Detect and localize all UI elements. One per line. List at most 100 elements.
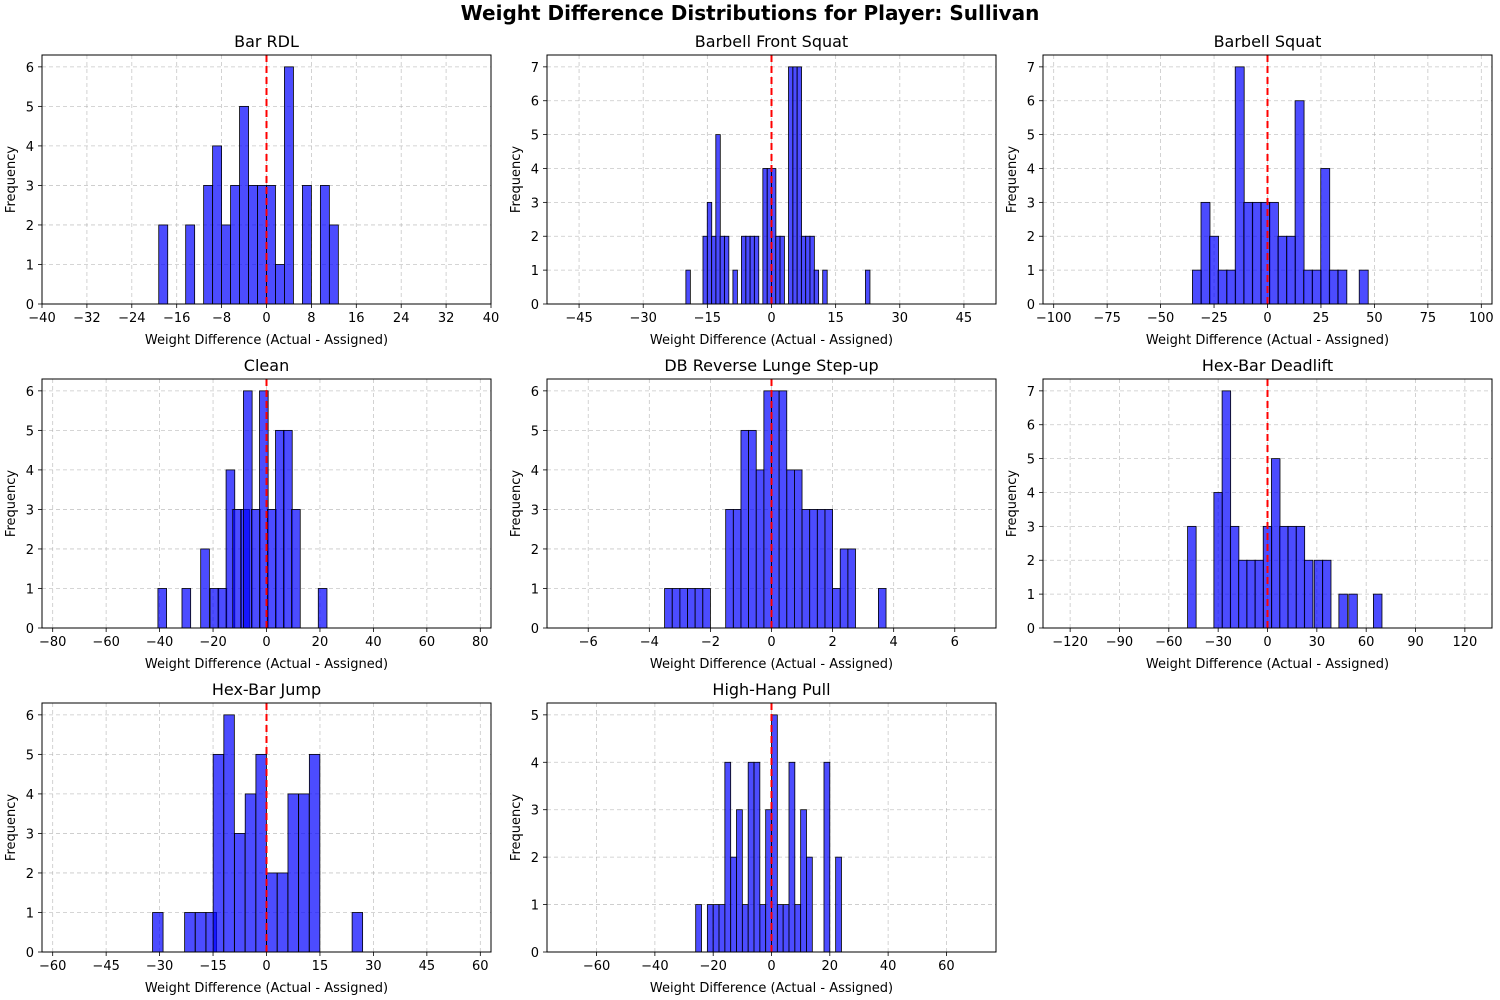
y-tick-label: 0 xyxy=(26,622,34,637)
histogram-bar xyxy=(748,429,757,629)
y-tick-label: 3 xyxy=(26,827,34,842)
y-tick-label: 3 xyxy=(1027,196,1035,211)
histogram-bar xyxy=(1269,201,1279,305)
histogram-bar xyxy=(753,235,760,305)
histogram-bar xyxy=(715,134,721,305)
x-tick-label: 0 xyxy=(262,311,270,326)
x-tick-label: −15 xyxy=(199,959,226,974)
histogram-bar xyxy=(194,912,207,953)
histogram-bar xyxy=(732,509,742,629)
histogram-bar xyxy=(835,856,842,953)
histogram-bar xyxy=(712,904,720,953)
x-tick-label: 0 xyxy=(767,635,775,650)
x-tick-label: 40 xyxy=(365,635,382,650)
x-tick-label: −60 xyxy=(583,959,610,974)
histogram-bar xyxy=(230,185,240,305)
histogram-bar xyxy=(801,509,811,629)
x-tick-label: 4 xyxy=(890,635,898,650)
histogram-bar xyxy=(1303,269,1314,305)
x-tick-label: −90 xyxy=(1106,635,1133,650)
x-tick-label: 6 xyxy=(951,635,959,650)
histogram-bar xyxy=(776,904,784,953)
x-tick-label: −75 xyxy=(1093,311,1120,326)
histogram-bar xyxy=(184,912,196,953)
x-tick-label: 60 xyxy=(938,959,955,974)
histogram-bar xyxy=(223,714,235,953)
x-tick-label: −40 xyxy=(28,311,55,326)
x-axis-label: Weight Difference (Actual - Assigned) xyxy=(145,657,388,672)
x-tick-label: −8 xyxy=(212,311,231,326)
x-tick-label: 120 xyxy=(1452,635,1477,650)
histogram-bar xyxy=(351,912,364,953)
y-tick-label: 3 xyxy=(531,196,539,211)
histogram-bar xyxy=(779,235,785,305)
panel-title: DB Reverse Lunge Step-up xyxy=(664,356,878,375)
histogram-bar xyxy=(1246,559,1256,629)
x-axis-label: Weight Difference (Actual - Assigned) xyxy=(650,333,893,348)
x-tick-label: 100 xyxy=(1469,311,1494,326)
histogram-bar xyxy=(1200,201,1211,305)
x-tick-label: −80 xyxy=(39,635,66,650)
x-tick-label: −24 xyxy=(118,311,145,326)
histogram-bar xyxy=(664,588,673,629)
x-tick-label: 20 xyxy=(312,635,329,650)
y-tick-label: 3 xyxy=(531,804,539,819)
histogram-bar xyxy=(239,105,249,305)
histogram-bar xyxy=(158,224,169,305)
x-tick-label: −20 xyxy=(699,959,726,974)
histogram-bar xyxy=(711,235,717,305)
x-tick-label: −45 xyxy=(565,311,592,326)
x-tick-label: 0 xyxy=(767,959,775,974)
histogram-bar xyxy=(1294,100,1305,305)
histogram-bar xyxy=(1338,593,1348,629)
histogram-bar xyxy=(276,872,289,953)
y-tick-label: 4 xyxy=(26,464,34,479)
x-tick-label: −40 xyxy=(146,635,173,650)
histogram-bar xyxy=(203,185,214,305)
histogram-bar xyxy=(1229,525,1240,629)
x-tick-label: 45 xyxy=(419,959,436,974)
histogram-bar xyxy=(1295,525,1306,629)
x-tick-label: −6 xyxy=(579,635,598,650)
histogram-bar xyxy=(706,201,713,305)
y-tick-label: 2 xyxy=(1027,554,1035,569)
x-tick-label: 2 xyxy=(828,635,836,650)
y-tick-label: 1 xyxy=(26,258,34,273)
y-tick-label: 2 xyxy=(26,543,34,558)
y-tick-label: 3 xyxy=(26,503,34,518)
y-tick-label: 4 xyxy=(531,756,539,771)
histogram-bar xyxy=(685,269,691,305)
histogram-bar xyxy=(1373,593,1383,629)
y-tick-label: 6 xyxy=(26,61,34,76)
histogram-bar xyxy=(718,904,726,953)
histogram-bar xyxy=(745,235,751,305)
histogram-bar xyxy=(1277,235,1288,305)
y-tick-label: 3 xyxy=(26,179,34,194)
panel-title: Clean xyxy=(244,356,289,375)
x-tick-label: 16 xyxy=(348,311,365,326)
histogram-bar xyxy=(796,66,802,305)
y-tick-label: 3 xyxy=(1027,520,1035,535)
histogram-bar xyxy=(809,509,818,629)
y-axis-label: Frequency xyxy=(1005,146,1020,213)
y-tick-label: 6 xyxy=(26,385,34,400)
y-tick-label: 1 xyxy=(531,264,539,279)
histogram-panel: −80 −60 −40 −20 0 20 40 60 80 0 1 2 3 4 5 6 Clean Weight … xyxy=(4,356,492,672)
histogram-bar xyxy=(1187,525,1197,629)
x-tick-label: −30 xyxy=(146,959,173,974)
x-axis-label: Weight Difference (Actual - Assigned) xyxy=(145,981,388,996)
histogram-bar xyxy=(1209,235,1219,305)
histogram-bar xyxy=(775,235,781,305)
panel-title: High-Hang Pull xyxy=(712,680,830,699)
panel-title: Bar RDL xyxy=(234,32,299,51)
histogram-bar xyxy=(243,390,253,629)
y-axis-label: Frequency xyxy=(4,794,19,861)
x-tick-label: 32 xyxy=(438,311,455,326)
histogram-bar xyxy=(234,833,246,953)
x-tick-label: 90 xyxy=(1407,635,1424,650)
y-tick-label: 6 xyxy=(1027,419,1035,434)
histogram-bar xyxy=(1226,269,1237,305)
histogram-bar xyxy=(702,235,708,305)
